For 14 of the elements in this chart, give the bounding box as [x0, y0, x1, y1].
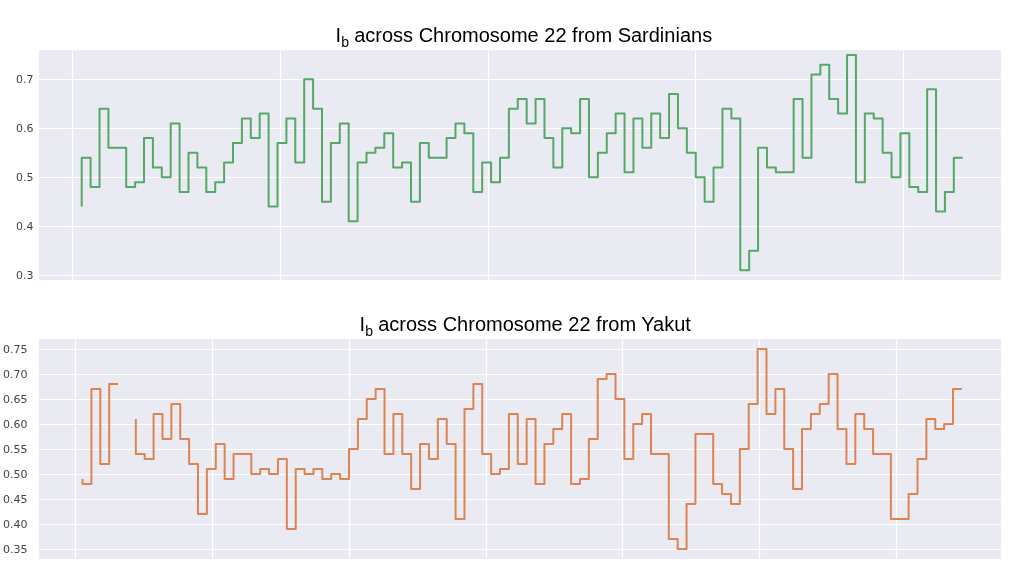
y-tick-label: 0.55	[3, 442, 28, 456]
y-tick-label: 0.7	[16, 72, 34, 86]
y-tick-label: 0.65	[3, 392, 28, 406]
y-tick-label: 0.6	[16, 121, 34, 135]
y-tick-label: 0.75	[3, 342, 28, 356]
y-tick-label: 0.5	[16, 170, 34, 184]
y-tick-label: 0.40	[3, 517, 28, 531]
y-tick-label: 0.70	[3, 367, 28, 381]
y-tick-label: 0.50	[3, 467, 28, 481]
y-tick-label: 0.60	[3, 417, 28, 431]
y-tick-label: 0.3	[16, 268, 34, 282]
y-tick-label: 0.35	[3, 542, 28, 556]
y-tick-label: 0.45	[3, 492, 28, 506]
y-tick-label: 0.4	[16, 219, 34, 233]
